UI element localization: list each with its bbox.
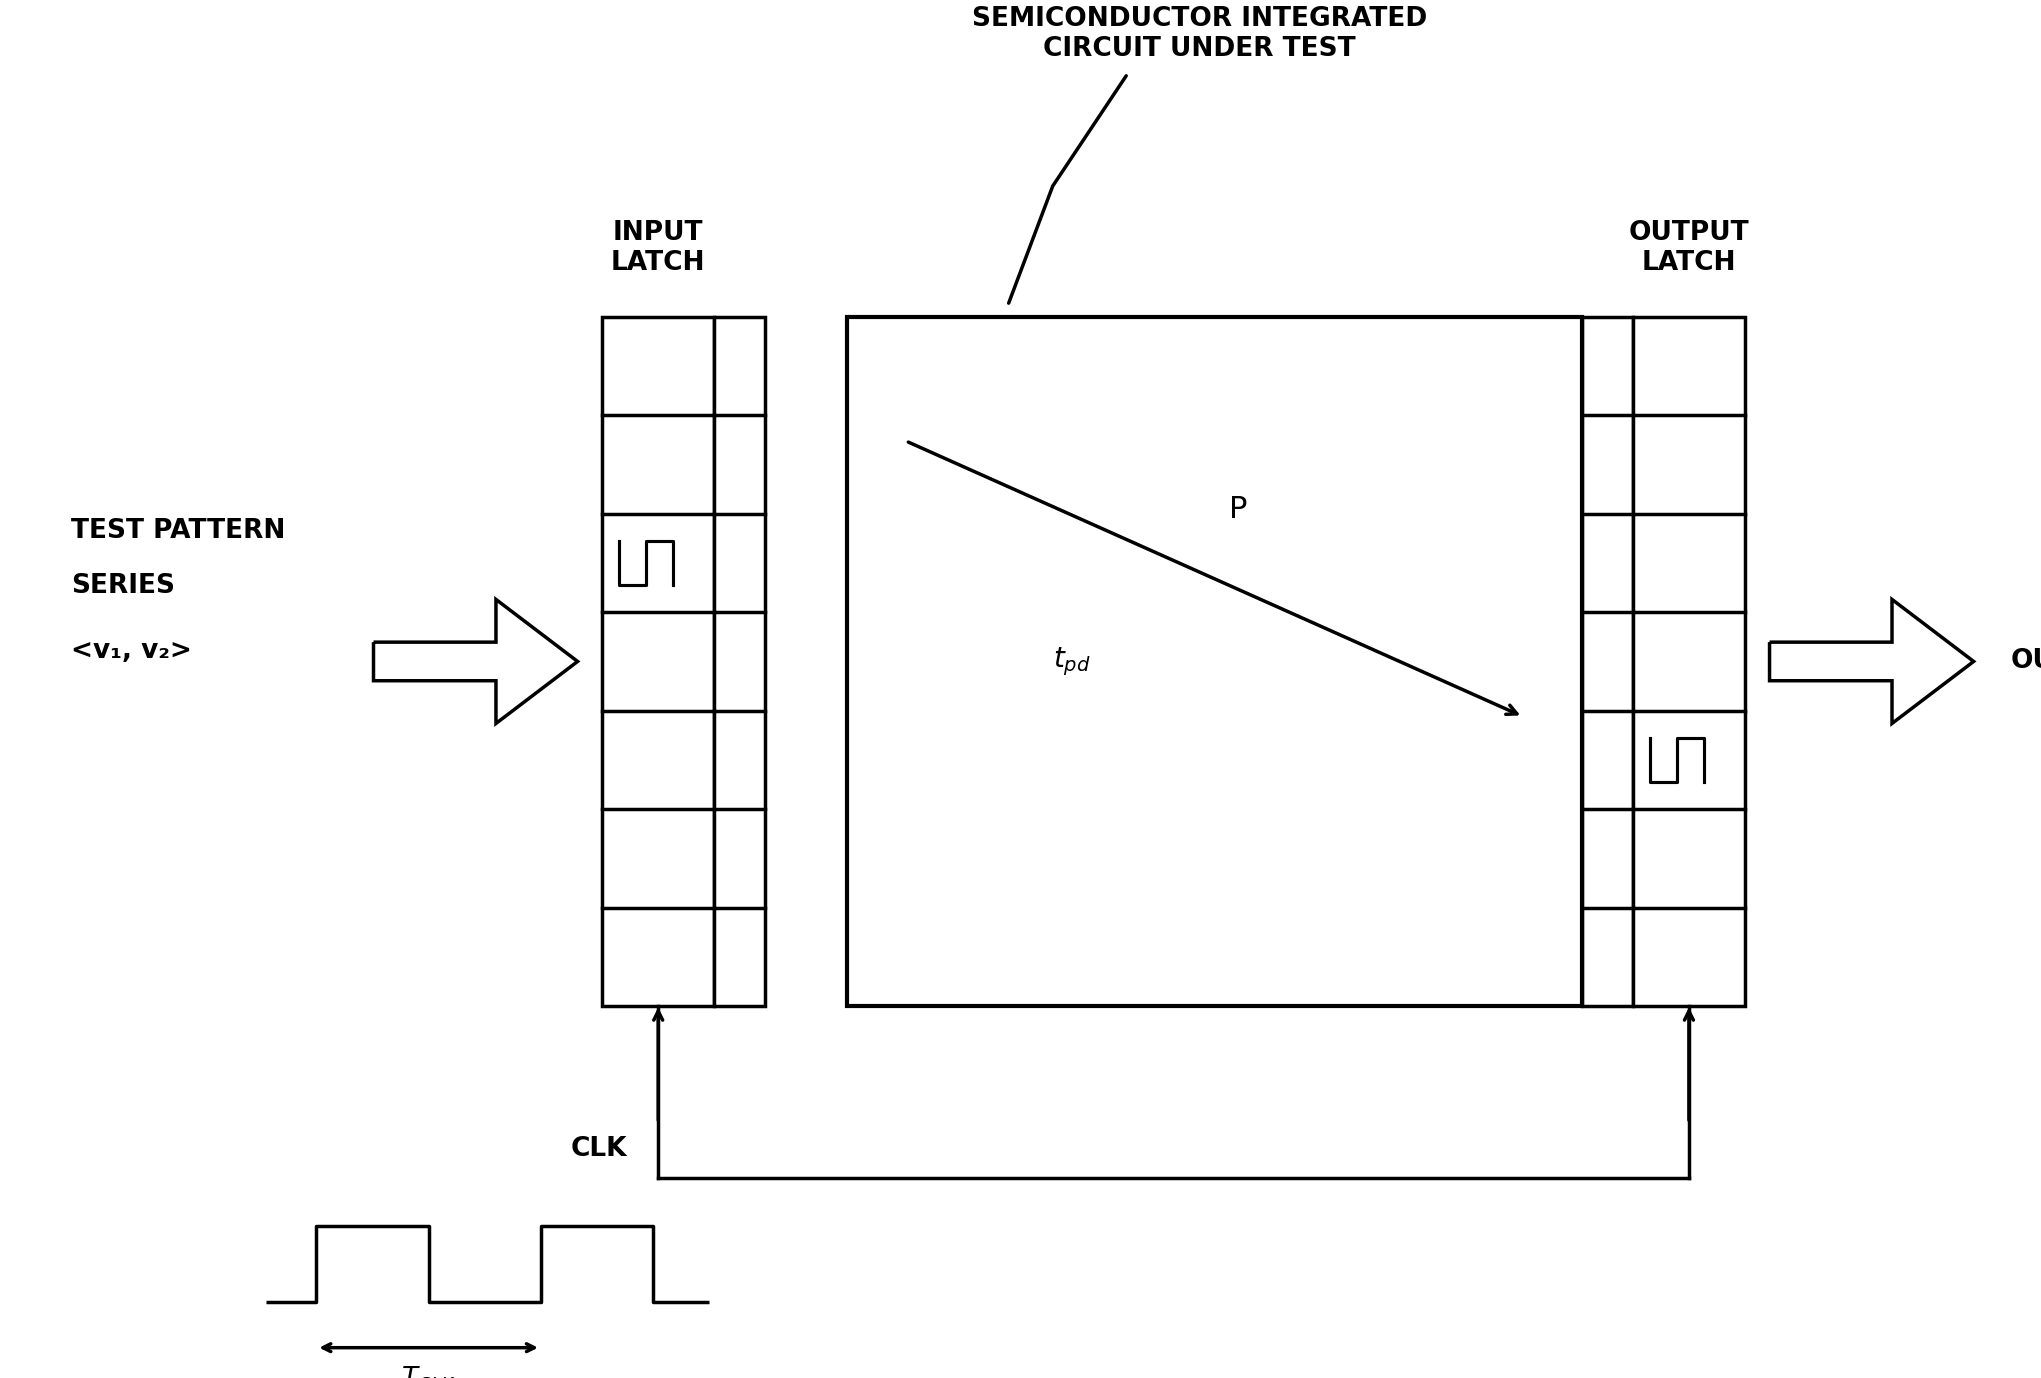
Text: OUTPUT
LATCH: OUTPUT LATCH xyxy=(1629,219,1749,276)
Text: INPUT
LATCH: INPUT LATCH xyxy=(610,219,706,276)
Bar xyxy=(602,317,714,1006)
Text: $T_{CLK}$: $T_{CLK}$ xyxy=(402,1364,455,1378)
Text: OUTPUT: OUTPUT xyxy=(2010,649,2041,674)
Bar xyxy=(847,317,1582,1006)
Bar xyxy=(1633,317,1745,1006)
Bar xyxy=(714,317,765,1006)
Text: SEMICONDUCTOR INTEGRATED
CIRCUIT UNDER TEST: SEMICONDUCTOR INTEGRATED CIRCUIT UNDER T… xyxy=(972,6,1427,62)
Text: CLK: CLK xyxy=(571,1135,629,1162)
Text: $t_{pd}$: $t_{pd}$ xyxy=(1053,645,1090,678)
Bar xyxy=(1582,317,1633,1006)
Text: <v₁, v₂>: <v₁, v₂> xyxy=(71,638,192,664)
Text: P: P xyxy=(1229,495,1247,525)
Text: SERIES: SERIES xyxy=(71,573,176,599)
Text: TEST PATTERN: TEST PATTERN xyxy=(71,518,286,544)
